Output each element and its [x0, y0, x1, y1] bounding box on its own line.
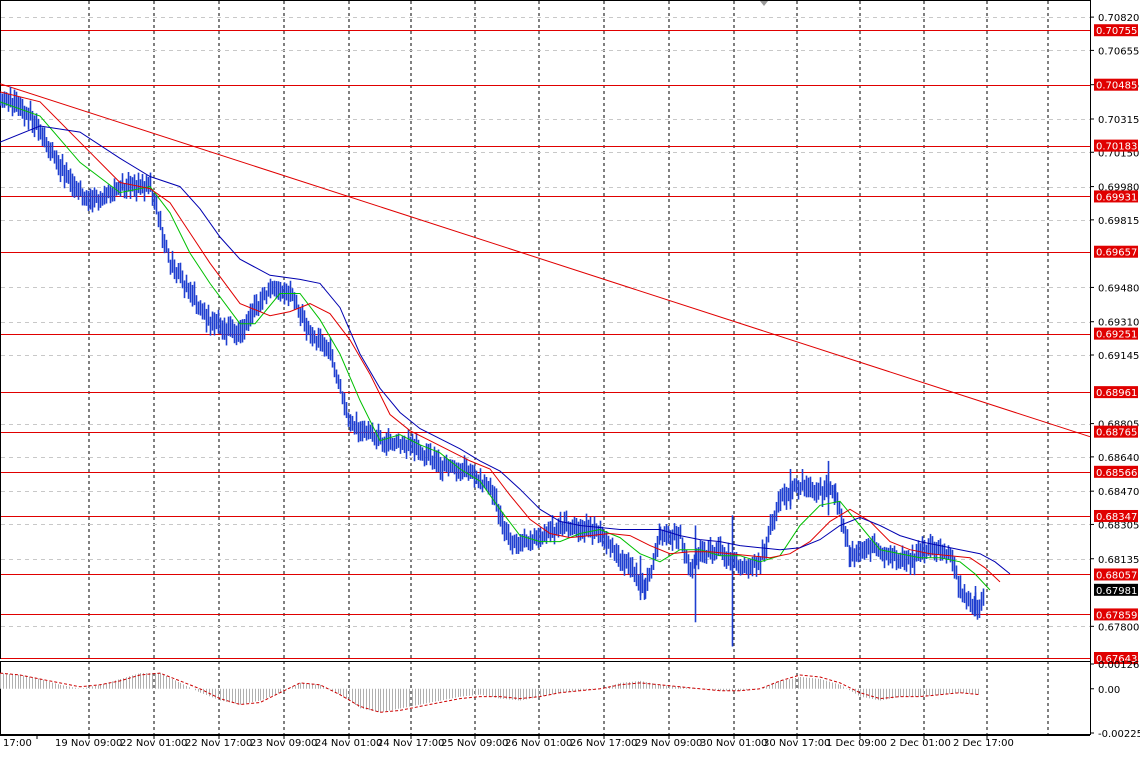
- price-level-label-box: [1094, 78, 1138, 91]
- price-axis-label: 0.69145: [1098, 351, 1139, 362]
- price-level-label-box: [1094, 245, 1138, 258]
- time-axis-label: 30 Nov 17:00: [763, 738, 830, 749]
- time-axis-label: 1 Dec 09:00: [826, 738, 887, 749]
- price-bars: [0, 86, 985, 647]
- signal-line: [0, 672, 981, 713]
- time-axis-label: 30 Nov 01:00: [700, 738, 767, 749]
- time-axis-label: 29 Nov 09:00: [635, 738, 702, 749]
- price-level-label: 0.67643: [1096, 654, 1137, 665]
- price-axis-label: 0.68805: [1098, 420, 1139, 431]
- price-level-label: 0.70485: [1096, 81, 1137, 92]
- time-axis-label: 24 Nov 17:00: [377, 738, 444, 749]
- price-axis-label: 0.68470: [1098, 487, 1139, 498]
- time-axis-label: 2 Dec 17:00: [953, 738, 1014, 749]
- vertical-grid: [88, 1, 1049, 734]
- price-level-label: 0.70755: [1096, 26, 1137, 37]
- price-level-label: 0.67859: [1096, 610, 1137, 621]
- oscillator-axis-label: 0.001262: [1098, 660, 1140, 671]
- price-level-label-box: [1094, 568, 1138, 581]
- trend-line: [0, 83, 1091, 438]
- price-axis-label: 0.70150: [1098, 148, 1139, 159]
- price-level-label-box: [1094, 327, 1138, 340]
- time-axis-label: 22 Nov 01:00: [120, 738, 187, 749]
- price-level-label-box: [1094, 465, 1138, 478]
- time-axis-label: 2 Dec 01:00: [890, 738, 951, 749]
- price-level-label-box: [1094, 139, 1138, 152]
- oscillator-axis-label: -0.002253: [1098, 729, 1140, 740]
- oscillator-histogram: [0, 673, 979, 713]
- price-axis-label: 0.69980: [1098, 183, 1139, 194]
- time-axis-label: 17:00: [3, 738, 32, 749]
- oscillator-frame: [0, 661, 1091, 735]
- time-axis-label: 19 Nov 09:00: [55, 738, 122, 749]
- price-level-label-box: [1094, 24, 1138, 37]
- price-axis-label: 0.69310: [1098, 318, 1139, 329]
- price-axis-label: 0.70315: [1098, 115, 1139, 126]
- price-level-label: 0.69251: [1096, 330, 1137, 341]
- price-level-label-box: [1094, 509, 1138, 522]
- price-axis-label: 0.70655: [1098, 46, 1139, 57]
- price-level-label: 0.68961: [1096, 388, 1137, 399]
- price-axis-label: 0.68640: [1098, 453, 1139, 464]
- price-level-label: 0.69657: [1096, 248, 1137, 259]
- oscillator-axis-ticks: 0.001262 0.00 -0.002253: [1090, 660, 1140, 740]
- price-level-labels: 0.70755 0.70485 0.70183 0.69931 0.69657 0.692…: [1094, 24, 1138, 665]
- price-level-label: 0.68765: [1096, 428, 1137, 439]
- price-axis-label: 0.69815: [1098, 216, 1139, 227]
- price-axis-label: 0.68305: [1098, 520, 1139, 531]
- current-price-label: 0.67981: [1096, 586, 1137, 597]
- time-axis-label: 23 Nov 09:00: [250, 738, 317, 749]
- price-level-label: 0.68057: [1096, 570, 1137, 581]
- price-axis-label: 0.67800: [1098, 622, 1139, 633]
- price-axis-label: 0.68135: [1098, 555, 1139, 566]
- price-level-label: 0.69931: [1096, 192, 1137, 203]
- price-axis-panel: [1091, 0, 1140, 754]
- price-level-label-box: [1094, 386, 1138, 399]
- price-level-label: 0.68347: [1096, 512, 1137, 523]
- time-axis-label: 24 Nov 01:00: [315, 738, 382, 749]
- price-level-label-box: [1094, 190, 1138, 203]
- price-level-label-box: [1094, 608, 1138, 621]
- time-axis-label: 22 Nov 17:00: [185, 738, 252, 749]
- current-price-box: [1094, 583, 1138, 596]
- time-axis-label: 25 Nov 09:00: [441, 738, 508, 749]
- price-level-label-box: [1094, 425, 1138, 438]
- time-axis-label: 26 Nov 17:00: [570, 738, 637, 749]
- moving-average-line: [0, 125, 1011, 575]
- oscillator-axis-label: 0.00: [1098, 685, 1120, 696]
- moving-average-line: [0, 101, 991, 591]
- price-level-label-box: [1094, 652, 1138, 664]
- price-level-label: 0.68566: [1096, 468, 1137, 479]
- time-axis-labels: 17:00 19 Nov 09:0022 Nov 01:0022 Nov 17:0…: [3, 735, 1014, 749]
- price-level-label: 0.70183: [1096, 142, 1137, 153]
- price-axis-label: 0.69480: [1098, 283, 1139, 294]
- price-axis-label: 0.70820: [1098, 13, 1139, 24]
- time-axis-label: 26 Nov 01:00: [505, 738, 572, 749]
- chart-shift-marker: [760, 1, 768, 6]
- moving-average-line: [0, 91, 1001, 583]
- oscillator-signal-line: [0, 672, 981, 713]
